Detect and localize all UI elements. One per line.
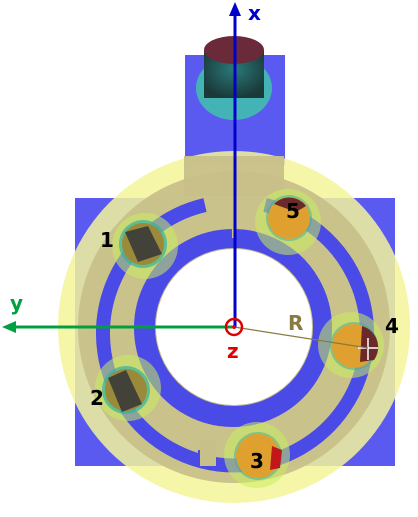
x-axis-arrowhead — [229, 2, 241, 16]
sensor-2 — [95, 355, 161, 421]
y-axis-arrowhead — [2, 321, 16, 333]
x-axis-label: x — [248, 1, 261, 25]
sensor-3-body — [236, 434, 280, 478]
sensor-3-mark — [270, 446, 282, 470]
sensor-1 — [112, 213, 178, 279]
sensor-5-mark — [274, 197, 306, 212]
point-label-3: 3 — [250, 449, 264, 473]
radius-label: R — [288, 311, 303, 335]
slot-gap — [200, 440, 216, 466]
sensor-2-shadow — [108, 370, 142, 412]
z-axis-marker — [224, 317, 244, 337]
sensor-5 — [255, 189, 321, 255]
z-axis-label: z — [227, 339, 239, 363]
sensor-3 — [224, 422, 290, 488]
z-axis-dot — [232, 325, 236, 329]
y-axis — [2, 321, 232, 333]
point-label-5: 5 — [286, 199, 300, 223]
z-axis-circle — [224, 317, 244, 337]
point-label-1: 1 — [100, 228, 114, 252]
x-axis — [229, 2, 241, 327]
y-axis-label: y — [10, 291, 23, 315]
sensor-4-mark — [360, 326, 379, 362]
sensor-1-shadow — [125, 226, 162, 262]
point-label-4: 4 — [385, 314, 399, 338]
inner-slot — [134, 229, 332, 427]
point-label-2: 2 — [90, 386, 104, 410]
radius-line — [233, 326, 369, 349]
